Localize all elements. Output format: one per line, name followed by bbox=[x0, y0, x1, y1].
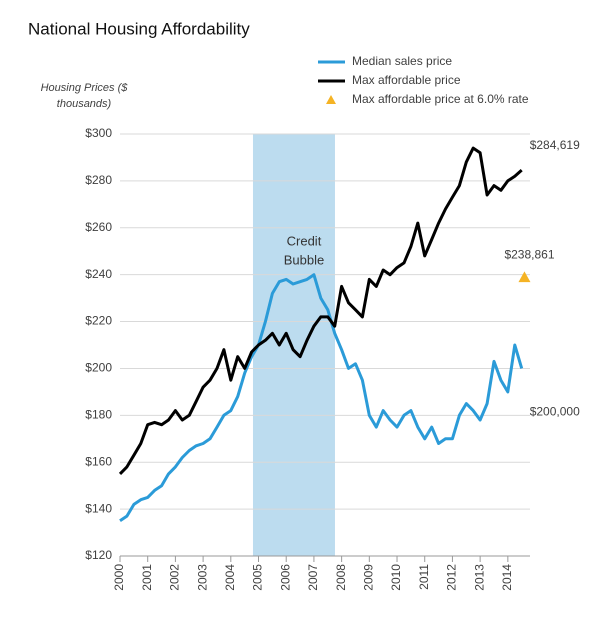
y-tick-label: $240 bbox=[85, 267, 112, 281]
marker bbox=[518, 271, 531, 283]
y-tick-label: $140 bbox=[85, 501, 112, 515]
x-tick-label: 2005 bbox=[251, 564, 265, 591]
y-tick-label: $280 bbox=[85, 173, 112, 187]
y-axis-label: Housing Prices ($ bbox=[41, 82, 129, 94]
legend-label: Median sales price bbox=[352, 54, 452, 68]
y-tick-label: $160 bbox=[85, 454, 112, 468]
region-label: Credit bbox=[287, 233, 322, 248]
data-label: $284,619 bbox=[530, 138, 580, 152]
series-line bbox=[119, 273, 524, 523]
x-tick-label: 2002 bbox=[168, 564, 182, 591]
y-tick-label: $180 bbox=[85, 408, 112, 422]
x-tick-label: 2011 bbox=[417, 564, 431, 590]
x-tick-label: 2009 bbox=[361, 564, 375, 591]
chart-title: National Housing Affordability bbox=[28, 19, 250, 38]
y-tick-label: $260 bbox=[85, 220, 112, 234]
data-label: $238,861 bbox=[504, 248, 554, 262]
legend-swatch bbox=[326, 95, 336, 104]
y-tick-label: $200 bbox=[85, 361, 112, 375]
y-tick-label: $300 bbox=[85, 126, 112, 140]
x-tick-label: 2012 bbox=[445, 564, 459, 591]
x-tick-label: 2004 bbox=[223, 564, 237, 591]
x-tick-label: 2001 bbox=[140, 564, 154, 591]
x-tick-label: 2000 bbox=[112, 564, 126, 591]
y-tick-label: $120 bbox=[85, 548, 112, 562]
y-axis-label: thousands) bbox=[57, 98, 112, 110]
x-tick-label: 2003 bbox=[195, 564, 209, 591]
x-tick-label: 2006 bbox=[278, 564, 292, 591]
data-label: $200,000 bbox=[530, 405, 580, 419]
legend-label: Max affordable price bbox=[352, 73, 461, 87]
x-tick-label: 2007 bbox=[306, 564, 320, 591]
region-label: Bubble bbox=[284, 252, 324, 267]
x-tick-label: 2008 bbox=[334, 564, 348, 591]
x-tick-label: 2010 bbox=[389, 564, 403, 591]
y-tick-label: $220 bbox=[85, 314, 112, 328]
x-tick-label: 2014 bbox=[500, 564, 514, 591]
x-tick-label: 2013 bbox=[472, 564, 486, 591]
legend-label: Max affordable price at 6.0% rate bbox=[352, 92, 529, 106]
shaded-region bbox=[252, 134, 335, 556]
series-line bbox=[118, 146, 523, 475]
